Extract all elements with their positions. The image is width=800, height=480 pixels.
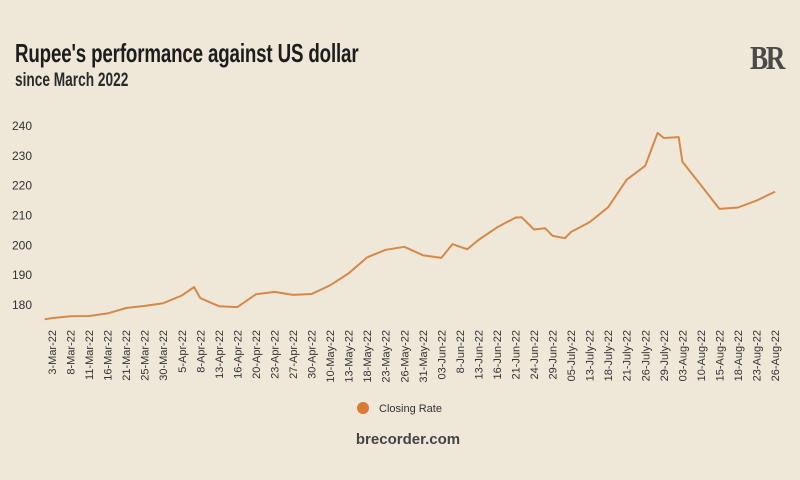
x-tick-label: 8-Jun-22 bbox=[455, 330, 467, 373]
x-tick-label: 29-Jun-22 bbox=[548, 330, 560, 380]
chart-title: Rupee's performance against US dollar bbox=[15, 38, 359, 68]
x-tick-label: 26-Aug-22 bbox=[770, 330, 782, 381]
source-site: brecorder.com bbox=[356, 431, 460, 448]
y-tick-label: 240 bbox=[12, 119, 32, 133]
x-tick-label: 31-May-22 bbox=[418, 330, 430, 383]
x-tick-label: 30-Apr-22 bbox=[307, 330, 319, 379]
x-tick-label: 21-Jun-22 bbox=[511, 330, 523, 380]
x-tick-label: 20-Apr-22 bbox=[251, 330, 263, 379]
br-logo: BR bbox=[750, 40, 785, 77]
x-tick-label: 21-Mar-22 bbox=[121, 330, 133, 381]
x-tick-label: 3-Mar-22 bbox=[47, 330, 59, 375]
x-tick-label: 23-Aug-22 bbox=[752, 330, 764, 381]
x-tick-label: 8-Mar-22 bbox=[66, 330, 78, 375]
y-tick-label: 200 bbox=[12, 238, 32, 252]
x-tick-label: 26-May-22 bbox=[399, 330, 411, 383]
x-tick-label: 25-Mar-22 bbox=[140, 330, 152, 381]
x-tick-label: 13-Jun-22 bbox=[473, 330, 485, 380]
x-tick-label: 13-July-22 bbox=[585, 330, 597, 381]
x-tick-label: 8-Apr-22 bbox=[195, 330, 207, 373]
x-tick-label: 11-Mar-22 bbox=[84, 330, 96, 380]
legend: Closing Rate bbox=[357, 402, 442, 415]
x-tick-label: 24-Jun-22 bbox=[529, 330, 541, 380]
x-tick-label: 21-July-22 bbox=[622, 330, 634, 381]
x-tick-label: 18-Aug-22 bbox=[733, 330, 745, 381]
x-tick-label: 18-May-22 bbox=[362, 330, 374, 383]
x-tick-label: 26-July-22 bbox=[640, 330, 652, 381]
x-tick-label: 10-May-22 bbox=[325, 330, 337, 383]
y-tick-label: 190 bbox=[12, 268, 32, 282]
x-tick-label: 13-Apr-22 bbox=[214, 330, 226, 379]
chart-subtitle: since March 2022 bbox=[15, 70, 129, 91]
y-tick-label: 230 bbox=[12, 149, 32, 163]
x-tick-label: 15-Aug-22 bbox=[714, 330, 726, 381]
x-tick-label: 23-Apr-22 bbox=[269, 330, 281, 379]
y-tick-label: 220 bbox=[12, 179, 32, 193]
x-tick-label: 10-Aug-22 bbox=[696, 330, 708, 381]
legend-label-closing-rate: Closing Rate bbox=[379, 403, 442, 415]
x-tick-label: 29-July-22 bbox=[659, 330, 671, 381]
legend-marker-closing-rate bbox=[357, 402, 369, 414]
x-tick-label: 05-July-22 bbox=[566, 330, 578, 381]
x-tick-label: 03-Jun-22 bbox=[436, 330, 448, 380]
x-tick-label: 30-Mar-22 bbox=[158, 330, 170, 381]
x-tick-label: 16-Apr-22 bbox=[232, 330, 244, 379]
x-tick-label: 27-Apr-22 bbox=[288, 330, 300, 379]
x-tick-label: 13-May-22 bbox=[344, 330, 356, 383]
y-tick-label: 210 bbox=[12, 209, 32, 223]
x-tick-label: 23-May-22 bbox=[381, 330, 393, 383]
x-tick-label: 03-Aug-22 bbox=[677, 330, 689, 381]
x-tick-label: 16-Mar-22 bbox=[103, 330, 115, 381]
x-axis: 3-Mar-22 8-Mar-22 11-Mar-22 16-Mar-22 21-Mar… bbox=[47, 330, 782, 383]
x-tick-label: 18-July-22 bbox=[603, 330, 615, 381]
x-tick-label: 16-Jun-22 bbox=[492, 330, 504, 380]
y-axis: 180 190 200 210 220 230 240 bbox=[12, 119, 32, 312]
x-tick-label: 5-Apr-22 bbox=[177, 330, 189, 373]
y-tick-label: 180 bbox=[12, 298, 32, 312]
closing-rate-line bbox=[44, 131, 776, 321]
